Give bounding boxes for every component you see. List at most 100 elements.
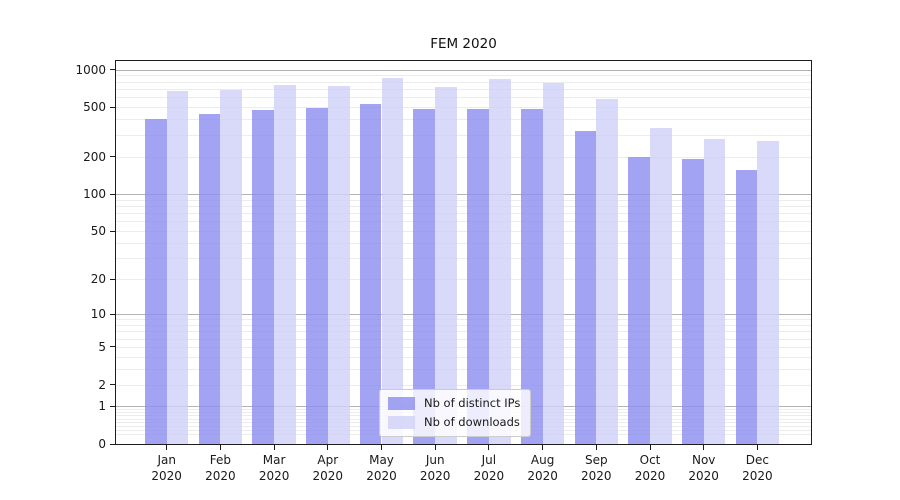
y-tick-label: 10 xyxy=(90,307,106,322)
bar-feb-downloads xyxy=(220,89,243,444)
minor-gridline xyxy=(116,156,811,158)
x-tick-month: Aug xyxy=(530,453,555,467)
y-tick-label: 100 xyxy=(83,187,106,201)
bar-apr-downloads xyxy=(327,86,350,444)
minor-gridline xyxy=(116,331,811,333)
y-tick-mark xyxy=(110,193,115,195)
x-tick-mark xyxy=(488,445,490,450)
x-tick-month: Mar xyxy=(262,453,286,467)
minor-gridline xyxy=(116,119,811,121)
bar-mar-downloads xyxy=(274,84,296,444)
minor-gridline xyxy=(116,242,811,244)
minor-gridline xyxy=(116,356,811,358)
x-tick-month: Dec xyxy=(745,453,769,467)
legend-label-downloads: Nb of downloads xyxy=(424,415,520,429)
y-tick-mark xyxy=(110,230,115,232)
bar-dec-downloads xyxy=(757,140,780,444)
x-tick-month: Jun xyxy=(425,453,445,467)
bar-feb-distinct-ips xyxy=(198,114,221,444)
bar-may-downloads xyxy=(381,78,404,444)
x-tick-label: Dec 2020 xyxy=(727,452,787,484)
minor-gridline xyxy=(116,368,811,370)
x-tick-year: 2020 xyxy=(151,469,182,483)
minor-gridline xyxy=(116,213,811,215)
minor-gridline xyxy=(116,89,811,90)
x-tick-year: 2020 xyxy=(258,469,290,483)
x-tick-mark xyxy=(649,445,651,450)
minor-gridline xyxy=(116,384,811,386)
legend-swatch-downloads xyxy=(388,415,415,429)
x-tick-mark xyxy=(327,445,329,450)
x-tick-label: Jun 2020 xyxy=(405,452,465,484)
bar-jul-downloads xyxy=(488,79,511,444)
major-gridline xyxy=(116,314,811,316)
minor-gridline xyxy=(116,107,811,109)
minor-gridline xyxy=(116,75,811,77)
minor-gridline xyxy=(116,81,811,83)
minor-gridline xyxy=(116,199,811,201)
minor-gridline xyxy=(116,325,811,326)
bar-sep-downloads xyxy=(596,99,619,444)
y-tick-mark xyxy=(110,346,115,348)
bar-jun-downloads xyxy=(435,87,457,444)
x-tick-year: 2020 xyxy=(419,469,451,483)
minor-gridline xyxy=(116,231,811,232)
y-tick-label: 500 xyxy=(83,100,106,115)
x-tick-month: Jul xyxy=(481,453,497,467)
x-tick-year: 2020 xyxy=(312,469,344,483)
minor-gridline xyxy=(116,134,811,136)
x-tick-mark xyxy=(756,445,758,450)
y-tick-label: 1 xyxy=(98,399,106,414)
x-tick-year: 2020 xyxy=(742,469,773,483)
x-tick-label: Aug 2020 xyxy=(513,452,573,484)
x-tick-label: Jul 2020 xyxy=(459,452,519,484)
legend-item-downloads: Nb of downloads xyxy=(388,415,520,429)
x-tick-mark xyxy=(703,445,705,450)
x-tick-mark xyxy=(273,445,275,450)
bar-nov-distinct-ips xyxy=(681,159,704,444)
x-tick-label: Sep 2020 xyxy=(566,452,626,484)
y-tick-label: 5 xyxy=(98,339,106,354)
y-tick-label: 50 xyxy=(90,224,106,238)
y-tick-label: 20 xyxy=(90,272,106,287)
y-tick-mark xyxy=(110,313,115,315)
y-tick-mark xyxy=(110,156,115,158)
x-tick-month: Nov xyxy=(691,453,716,467)
bar-sep-distinct-ips xyxy=(574,130,597,444)
x-tick-mark xyxy=(434,445,436,450)
y-tick-label: 0 xyxy=(98,437,106,451)
x-tick-label: Jan 2020 xyxy=(137,452,197,484)
minor-gridline xyxy=(116,221,811,223)
bar-jul-distinct-ips xyxy=(467,109,489,444)
y-tick-mark xyxy=(110,106,115,108)
x-tick-year: 2020 xyxy=(527,469,558,483)
x-tick-mark xyxy=(381,445,382,450)
x-tick-year: 2020 xyxy=(366,469,397,483)
x-tick-mark xyxy=(166,445,168,450)
bar-dec-distinct-ips xyxy=(735,170,758,444)
y-tick-mark xyxy=(110,69,115,71)
x-tick-year: 2020 xyxy=(634,469,666,483)
minor-gridline xyxy=(116,205,811,207)
x-tick-mark xyxy=(595,445,597,450)
x-tick-month: May xyxy=(369,453,394,467)
y-tick-mark xyxy=(110,443,115,445)
y-tick-mark xyxy=(110,278,115,280)
x-tick-year: 2020 xyxy=(205,469,236,483)
bar-aug-downloads xyxy=(542,82,565,444)
bar-jun-distinct-ips xyxy=(413,109,436,444)
y-tick-label: 2 xyxy=(98,377,106,392)
minor-gridline xyxy=(116,319,811,321)
x-tick-month: Sep xyxy=(584,453,608,467)
x-tick-label: Mar 2020 xyxy=(244,452,304,484)
bar-may-distinct-ips xyxy=(359,104,382,444)
x-tick-year: 2020 xyxy=(688,469,719,483)
chart-title: FEM 2020 xyxy=(430,36,497,52)
x-tick-label: Feb 2020 xyxy=(190,452,250,484)
legend-label-distinct-ips: Nb of distinct IPs xyxy=(424,396,521,410)
x-tick-year: 2020 xyxy=(581,469,612,483)
x-tick-label: Oct 2020 xyxy=(620,452,680,484)
minor-gridline xyxy=(116,279,811,281)
bar-jan-downloads xyxy=(166,90,189,444)
